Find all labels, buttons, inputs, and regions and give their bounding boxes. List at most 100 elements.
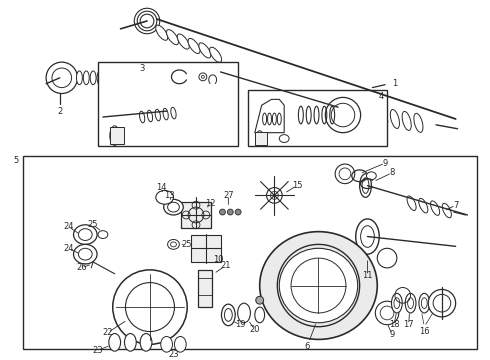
Text: 6: 6 — [304, 342, 309, 351]
Ellipse shape — [392, 293, 402, 313]
Ellipse shape — [263, 113, 267, 125]
Ellipse shape — [221, 304, 235, 326]
Ellipse shape — [367, 172, 376, 180]
Ellipse shape — [201, 75, 204, 78]
Text: 23: 23 — [168, 350, 179, 359]
Ellipse shape — [78, 229, 92, 240]
Ellipse shape — [83, 71, 89, 85]
Ellipse shape — [314, 106, 319, 124]
Ellipse shape — [421, 298, 427, 309]
Ellipse shape — [277, 113, 281, 125]
Text: 7: 7 — [453, 201, 458, 210]
Circle shape — [256, 296, 264, 304]
Bar — [191, 235, 220, 262]
Ellipse shape — [279, 248, 358, 323]
Ellipse shape — [140, 333, 152, 351]
Ellipse shape — [394, 298, 400, 309]
Text: 15: 15 — [292, 181, 302, 190]
Ellipse shape — [414, 113, 423, 132]
Text: 13: 13 — [164, 191, 175, 200]
Text: 9: 9 — [383, 158, 388, 167]
Ellipse shape — [163, 108, 168, 120]
Ellipse shape — [255, 307, 265, 323]
Ellipse shape — [407, 196, 416, 211]
Bar — [181, 202, 211, 228]
Ellipse shape — [362, 178, 369, 193]
Ellipse shape — [156, 25, 168, 40]
Bar — [198, 270, 212, 307]
Ellipse shape — [147, 110, 152, 122]
Ellipse shape — [268, 113, 271, 125]
Ellipse shape — [167, 30, 178, 45]
Ellipse shape — [428, 289, 456, 317]
Ellipse shape — [442, 203, 451, 218]
Ellipse shape — [322, 106, 327, 124]
Text: 19: 19 — [235, 320, 245, 329]
Bar — [23, 156, 477, 349]
Text: 3: 3 — [140, 63, 145, 72]
Ellipse shape — [164, 199, 183, 215]
Ellipse shape — [379, 108, 388, 126]
Ellipse shape — [419, 198, 428, 213]
Ellipse shape — [298, 106, 303, 124]
Ellipse shape — [161, 337, 172, 352]
Ellipse shape — [174, 337, 186, 352]
Ellipse shape — [74, 244, 97, 264]
Ellipse shape — [98, 231, 108, 238]
Ellipse shape — [171, 242, 176, 247]
Ellipse shape — [433, 294, 451, 312]
Ellipse shape — [199, 43, 211, 58]
Ellipse shape — [188, 39, 200, 54]
Circle shape — [220, 209, 225, 215]
Ellipse shape — [272, 113, 276, 125]
Ellipse shape — [90, 71, 96, 85]
Ellipse shape — [361, 226, 374, 247]
Text: 20: 20 — [249, 325, 260, 334]
Text: 25: 25 — [181, 240, 192, 249]
Ellipse shape — [402, 111, 411, 130]
Ellipse shape — [343, 102, 352, 121]
Ellipse shape — [238, 303, 250, 323]
Text: 14: 14 — [156, 183, 167, 192]
Text: 27: 27 — [223, 191, 234, 200]
Ellipse shape — [74, 225, 97, 244]
Ellipse shape — [408, 298, 414, 309]
Ellipse shape — [156, 190, 173, 204]
Bar — [98, 62, 238, 147]
Text: 24: 24 — [63, 222, 74, 231]
Ellipse shape — [109, 333, 121, 351]
Ellipse shape — [256, 131, 264, 147]
Ellipse shape — [391, 109, 399, 129]
Ellipse shape — [224, 309, 232, 321]
Ellipse shape — [168, 239, 179, 249]
Ellipse shape — [419, 293, 430, 313]
Ellipse shape — [356, 219, 379, 254]
Bar — [248, 90, 387, 147]
Circle shape — [227, 209, 233, 215]
Ellipse shape — [279, 135, 289, 143]
Text: 22: 22 — [102, 328, 113, 337]
Bar — [255, 132, 267, 145]
Ellipse shape — [177, 34, 189, 49]
Ellipse shape — [210, 47, 221, 62]
Ellipse shape — [367, 105, 376, 125]
Text: 5: 5 — [13, 156, 19, 165]
Text: 18: 18 — [389, 320, 399, 329]
Ellipse shape — [110, 126, 120, 145]
Text: 10: 10 — [213, 255, 224, 264]
Ellipse shape — [171, 107, 176, 119]
Text: 21: 21 — [220, 261, 231, 270]
Text: 24: 24 — [63, 244, 74, 253]
Text: 8: 8 — [389, 168, 394, 177]
Ellipse shape — [168, 202, 179, 212]
Text: 9: 9 — [390, 330, 394, 339]
Circle shape — [235, 209, 241, 215]
Text: 16: 16 — [419, 327, 430, 336]
Ellipse shape — [431, 201, 440, 215]
Text: 4: 4 — [379, 92, 384, 101]
Ellipse shape — [140, 111, 145, 123]
Ellipse shape — [306, 106, 311, 124]
Ellipse shape — [97, 71, 103, 85]
Bar — [110, 127, 123, 144]
Ellipse shape — [155, 109, 160, 121]
